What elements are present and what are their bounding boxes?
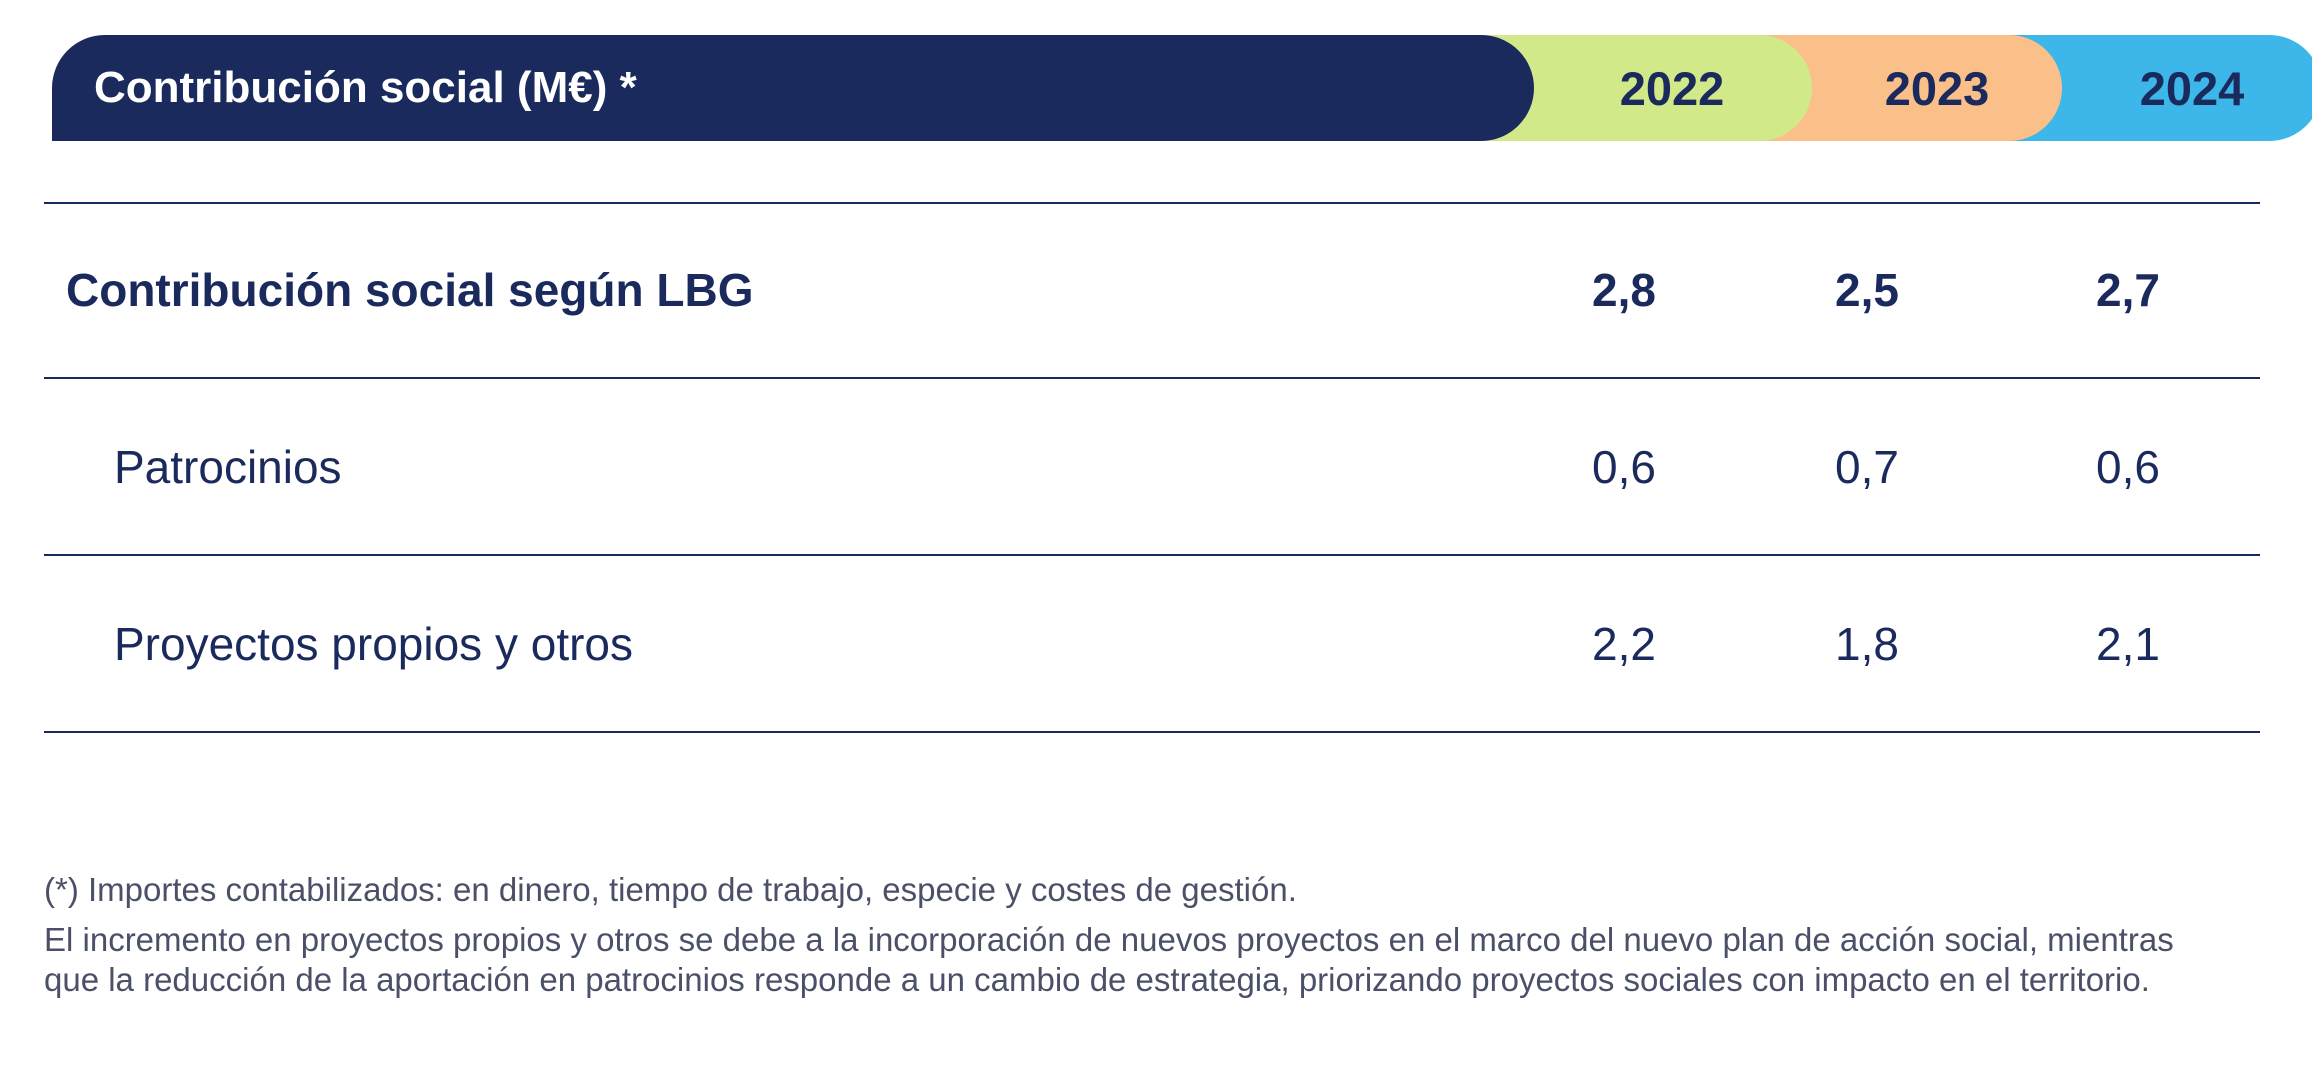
footnote-note: El incremento en proyectos propios y otr… (44, 921, 2174, 998)
table-top-divider (44, 202, 2260, 204)
footnotes: (*) Importes contabilizados: en dinero, … (44, 870, 2184, 1000)
contribution-table: Contribución social según LBG 2,8 2,5 2,… (44, 202, 2260, 733)
column-header-2024: 2024 (2002, 35, 2312, 141)
footnote-asterisk: (*) Importes contabilizados: en dinero, … (44, 871, 1297, 908)
cell-2022: 2,8 (1592, 263, 1656, 316)
cell-2024: 2,1 (2096, 617, 2160, 670)
cell-2024: 2,7 (2096, 263, 2160, 316)
cell-2023: 1,8 (1835, 617, 1899, 670)
table-row: Proyectos propios y otros 2,2 1,8 2,1 (44, 556, 2260, 733)
cell-2023: 0,7 (1835, 440, 1899, 493)
row-label: Contribución social según LBG (66, 263, 754, 316)
cell-2022: 0,6 (1592, 440, 1656, 493)
cell-2024: 0,6 (2096, 440, 2160, 493)
row-label: Patrocinios (114, 440, 342, 493)
cell-2022: 2,2 (1592, 617, 1656, 670)
table-title: Contribución social (M€) * (52, 35, 1534, 141)
cell-2023: 2,5 (1835, 263, 1899, 316)
table-row-total: Contribución social según LBG 2,8 2,5 2,… (44, 202, 2260, 379)
row-label: Proyectos propios y otros (114, 617, 634, 670)
table-row: Patrocinios 0,6 0,7 0,6 (44, 379, 2260, 556)
